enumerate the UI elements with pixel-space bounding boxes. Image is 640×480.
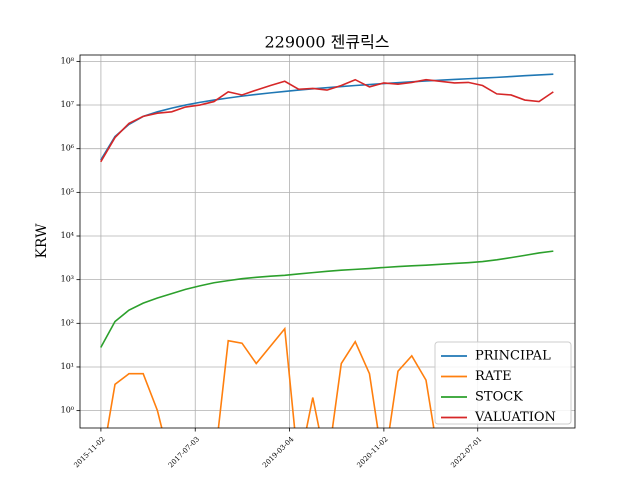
y-tick-label: 10³ [61, 275, 74, 284]
y-tick-label: 10⁵ [61, 187, 74, 196]
plot-area [100, 73, 554, 428]
series-line [100, 78, 554, 163]
legend-label: VALUATION [474, 410, 556, 425]
chart-title: 229000 젠큐릭스 [264, 33, 389, 52]
y-tick-label: 10⁰ [61, 406, 74, 415]
series-line [100, 73, 554, 161]
y-tick-label: 10⁴ [61, 231, 74, 240]
series-line [100, 250, 554, 348]
y-tick-label: 10⁶ [61, 144, 74, 153]
legend-box [434, 341, 572, 425]
legend-label: RATE [475, 369, 512, 384]
axes-frame [79, 54, 576, 429]
y-tick-label: 10² [61, 318, 74, 327]
legend-label: PRINCIPAL [475, 349, 551, 364]
y-tick-label: 10⁷ [61, 100, 74, 109]
y-tick-label: 10¹ [61, 362, 74, 371]
y-axis-label: KRW [34, 223, 50, 259]
y-tick-label: 10⁸ [61, 56, 74, 65]
legend-label: STOCK [475, 390, 523, 405]
